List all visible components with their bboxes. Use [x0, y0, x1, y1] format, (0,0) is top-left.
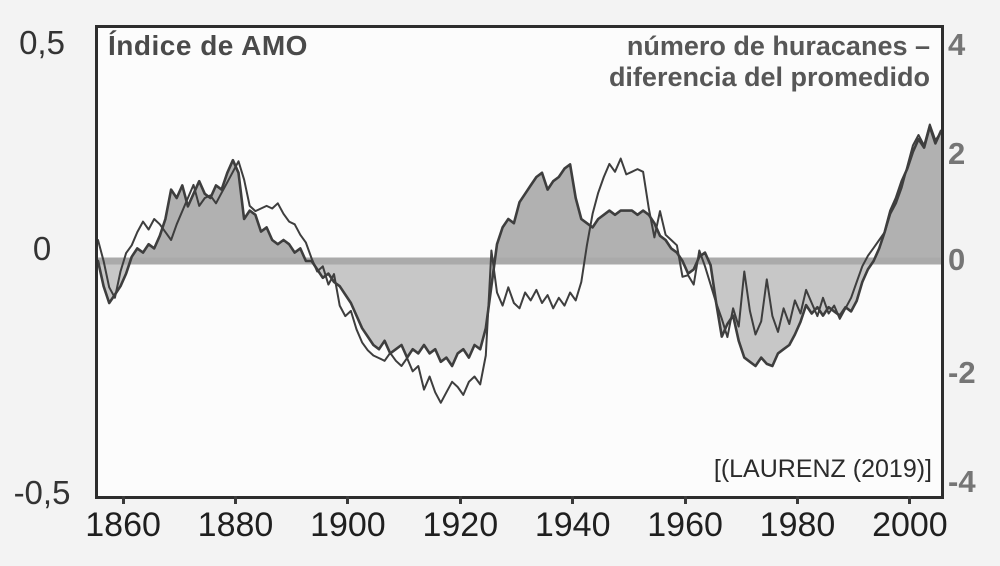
right-axis-label-neg2: -2: [948, 355, 976, 390]
amo-area-positive: [98, 126, 941, 261]
left-axis-label-top: 0,5: [19, 24, 65, 61]
zero-reference-band: [98, 257, 941, 265]
chart-title-right: número de huracanes – diferencia del pro…: [520, 31, 930, 93]
right-axis-label-0: 0: [948, 242, 966, 277]
x-axis-label-1960: 1960: [647, 506, 723, 544]
left-axis-label-bottom: -0,5: [13, 474, 71, 511]
x-axis-tick: [121, 496, 125, 504]
x-axis-label-2000: 2000: [872, 506, 948, 544]
x-axis-tick: [458, 496, 462, 504]
left-axis-label-zero: 0: [32, 230, 52, 267]
x-axis-label-1860: 1860: [85, 506, 161, 544]
x-axis-tick: [683, 496, 687, 504]
x-axis-tick: [234, 496, 237, 504]
x-axis-label-1980: 1980: [759, 506, 836, 544]
x-axis-tick: [571, 496, 575, 504]
amo-area-negative: [98, 261, 941, 366]
chart-title-right-line2: diferencia del promedido: [608, 62, 930, 92]
x-axis-label-1940: 1940: [534, 506, 611, 544]
x-axis-label-1880: 1880: [197, 506, 274, 544]
amo-hurricane-chart: [98, 123, 941, 404]
hurricane-anomaly-curve: [98, 123, 941, 404]
chart-title-left: Índice de AMO: [108, 30, 308, 61]
x-axis-label-1920: 1920: [422, 506, 499, 544]
right-axis-label-2: 2: [948, 136, 966, 171]
x-axis-tick: [346, 496, 350, 504]
x-axis-label-1900: 1900: [310, 506, 386, 544]
source-citation: [(LAURENZ (2019)]: [713, 455, 932, 483]
x-axis-tick: [908, 496, 912, 504]
plot-area: [95, 25, 944, 499]
right-axis-label-4: 4: [948, 27, 966, 62]
right-axis-label-neg4: -4: [948, 464, 976, 499]
chart-title-right-line1: número de huracanes –: [626, 31, 930, 61]
x-axis-tick: [796, 496, 799, 504]
amo-index-curve: [98, 125, 941, 368]
